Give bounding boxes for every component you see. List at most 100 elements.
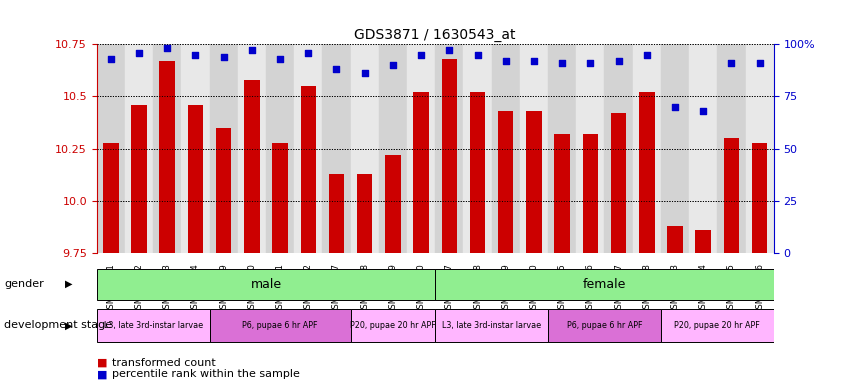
Bar (216, 128, 231, 253)
Bar (131, 105, 147, 253)
Text: percentile rank within the sample: percentile rank within the sample (112, 369, 299, 379)
Bar (492, 44, 520, 253)
Point (245, 47, 258, 53)
Text: female: female (583, 278, 627, 291)
Bar (351, 309, 436, 342)
Bar (689, 44, 717, 253)
Point (527, 58, 541, 64)
Title: GDS3871 / 1630543_at: GDS3871 / 1630543_at (354, 28, 516, 42)
Bar (639, 92, 654, 253)
Bar (357, 174, 373, 253)
Text: ■: ■ (97, 358, 107, 368)
Bar (436, 44, 463, 253)
Bar (414, 92, 429, 253)
Bar (209, 44, 238, 253)
Text: L3, late 3rd-instar larvae: L3, late 3rd-instar larvae (442, 321, 542, 330)
Text: ■: ■ (97, 369, 107, 379)
Text: gender: gender (4, 279, 44, 289)
Text: ▶: ▶ (66, 320, 72, 331)
Bar (526, 111, 542, 253)
Bar (696, 230, 711, 253)
Bar (216, 128, 231, 253)
Bar (272, 142, 288, 253)
Bar (667, 226, 683, 253)
Bar (554, 134, 570, 253)
Bar (97, 269, 436, 300)
Bar (442, 59, 457, 253)
Point (669, 104, 682, 110)
Point (386, 62, 399, 68)
Bar (436, 309, 548, 342)
Bar (717, 44, 745, 253)
Bar (723, 138, 739, 253)
Bar (470, 92, 485, 253)
Bar (160, 61, 175, 253)
Text: L3, late 3rd-instar larvae: L3, late 3rd-instar larvae (103, 321, 203, 330)
Bar (329, 174, 344, 253)
Bar (583, 134, 598, 253)
Point (217, 54, 230, 60)
Bar (414, 92, 429, 253)
Bar (357, 174, 373, 253)
Bar (548, 44, 576, 253)
Bar (463, 44, 492, 253)
Bar (385, 155, 400, 253)
Bar (442, 59, 457, 253)
Point (499, 58, 512, 64)
Bar (385, 155, 400, 253)
Bar (160, 61, 175, 253)
Bar (131, 105, 147, 253)
Bar (300, 86, 316, 253)
Bar (244, 80, 260, 253)
Bar (209, 309, 351, 342)
Point (471, 51, 484, 58)
Text: development stage: development stage (4, 320, 113, 331)
Bar (526, 111, 542, 253)
Text: P6, pupae 6 hr APF: P6, pupae 6 hr APF (567, 321, 643, 330)
Point (161, 45, 174, 51)
Bar (188, 105, 204, 253)
Text: transformed count: transformed count (112, 358, 215, 368)
Text: P20, pupae 20 hr APF: P20, pupae 20 hr APF (350, 321, 436, 330)
Point (725, 60, 738, 66)
Bar (520, 44, 548, 253)
Bar (351, 44, 378, 253)
Point (640, 51, 653, 58)
Point (612, 58, 626, 64)
Point (555, 60, 569, 66)
Bar (632, 44, 661, 253)
Point (104, 56, 118, 62)
Bar (407, 44, 435, 253)
Bar (182, 44, 209, 253)
Text: P6, pupae 6 hr APF: P6, pupae 6 hr APF (242, 321, 318, 330)
Bar (97, 309, 209, 342)
Bar (611, 113, 627, 253)
Bar (300, 86, 316, 253)
Point (584, 60, 597, 66)
Point (188, 51, 202, 58)
Bar (188, 105, 204, 253)
Bar (576, 44, 605, 253)
Text: P20, pupae 20 hr APF: P20, pupae 20 hr APF (674, 321, 760, 330)
Bar (661, 44, 689, 253)
Bar (667, 226, 683, 253)
Bar (266, 44, 294, 253)
Point (696, 108, 710, 114)
Point (132, 50, 145, 56)
Point (415, 51, 428, 58)
Bar (103, 142, 119, 253)
Bar (436, 269, 774, 300)
Text: male: male (251, 278, 282, 291)
Bar (498, 111, 514, 253)
Bar (554, 134, 570, 253)
Bar (378, 44, 407, 253)
Point (753, 60, 766, 66)
Bar (752, 142, 767, 253)
Bar (639, 92, 654, 253)
Text: ▶: ▶ (66, 279, 72, 289)
Point (273, 56, 287, 62)
Bar (244, 80, 260, 253)
Bar (548, 309, 661, 342)
Bar (272, 142, 288, 253)
Bar (470, 92, 485, 253)
